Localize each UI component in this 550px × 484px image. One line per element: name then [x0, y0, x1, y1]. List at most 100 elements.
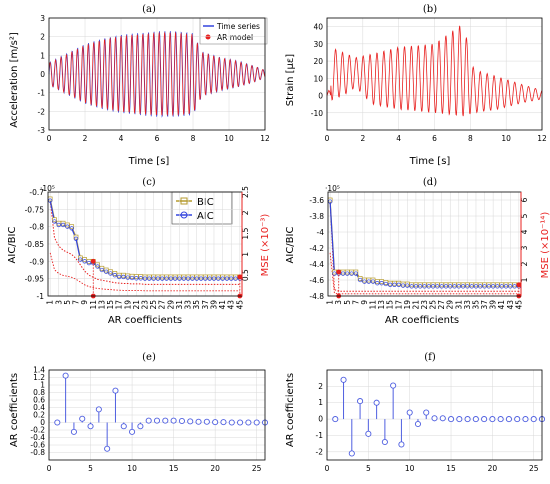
- aic-marker-d: [478, 284, 483, 289]
- stem-point-f: [497, 416, 504, 423]
- xtick-e: 15: [169, 464, 179, 473]
- aic-marker-c: [69, 226, 74, 231]
- xtick-b: 0: [325, 134, 330, 143]
- aic-marker-d: [443, 284, 449, 289]
- aic-marker-d: [332, 271, 337, 276]
- xtick-d: 9: [360, 300, 369, 305]
- aic-marker-d: [400, 283, 406, 288]
- aic-marker-c: [65, 224, 70, 229]
- aic-marker-c: [112, 273, 117, 278]
- xtick-d: 35: [471, 300, 480, 310]
- aic-marker-c: [220, 276, 225, 281]
- xtick-e: 10: [127, 464, 137, 473]
- xtick-c: 23: [141, 300, 150, 310]
- stem-point-f: [439, 415, 446, 422]
- ytick-f: -2: [316, 447, 324, 456]
- aic-marker-d: [503, 284, 509, 289]
- stem-point-f: [406, 409, 413, 416]
- aic-marker-d: [362, 279, 367, 284]
- aic-marker-c: [190, 276, 195, 281]
- aic-marker-c: [203, 276, 208, 281]
- xtick-f: 25: [529, 464, 539, 473]
- ytick2-c: 1: [241, 252, 250, 257]
- ytick-b: 10: [313, 74, 323, 83]
- aic-marker-c: [138, 276, 143, 281]
- stem-point-e: [203, 418, 210, 425]
- ytick2-d: 6: [520, 197, 529, 202]
- aic-marker-d: [456, 284, 461, 289]
- ytick2-c: 0.5: [241, 269, 250, 281]
- stem-point-f: [348, 450, 355, 457]
- xtick-d: 21: [411, 300, 420, 310]
- aic-marker-d: [448, 284, 453, 289]
- xtick-c: 11: [89, 300, 98, 310]
- frame-a: [48, 17, 266, 131]
- ytick-d: -4.8: [309, 292, 324, 301]
- aic-marker-d: [439, 284, 444, 289]
- stem-point-e: [195, 418, 202, 425]
- stem-point-e: [54, 419, 61, 426]
- legend-c-circle-icon: [180, 211, 188, 219]
- stem-point-e: [187, 418, 194, 425]
- legend-c: BIC AIC: [171, 191, 233, 225]
- aic-marker-d: [358, 277, 363, 283]
- stem-point-e: [70, 428, 77, 435]
- xtick-d: 27: [437, 300, 446, 310]
- xtick-f: 15: [446, 464, 456, 473]
- xtick-c: 35: [192, 300, 201, 310]
- stem-point-f: [431, 415, 438, 422]
- aic-marker-c: [116, 274, 122, 280]
- ytick2-d: 3: [520, 245, 529, 250]
- xtick-c: 15: [106, 300, 115, 310]
- xtick-d: 45: [514, 300, 523, 310]
- ytick-e: -0.2: [30, 426, 45, 435]
- xtick-c: 37: [201, 300, 210, 310]
- stem-point-e: [237, 419, 244, 426]
- panel-title-e: (e): [142, 352, 156, 363]
- xtick-d: 25: [429, 300, 438, 310]
- aic-marker-c: [121, 274, 126, 280]
- ytick-d: -4.2: [309, 244, 324, 253]
- aic-marker-d: [396, 282, 401, 287]
- aic-marker-c: [160, 276, 165, 281]
- xtick-d: 1: [326, 300, 335, 305]
- xtick-c: 7: [72, 300, 81, 305]
- xtick-c: 27: [158, 300, 167, 310]
- aic-marker-c: [52, 219, 57, 224]
- xtick-c: 21: [132, 300, 141, 310]
- ytick-c: -0.85: [25, 240, 45, 249]
- aic-marker-c: [164, 276, 169, 281]
- stem-point-f: [414, 420, 422, 428]
- legend-a-entry-1: AR model: [217, 33, 253, 42]
- ytick-a: -2: [38, 107, 46, 116]
- xtick-c: 1: [46, 300, 55, 305]
- aic-marker-c: [194, 276, 199, 281]
- stem-point-f: [373, 399, 380, 406]
- xtick-b: 6: [432, 134, 437, 143]
- aic-marker-d: [435, 284, 440, 289]
- aic-marker-d: [482, 284, 487, 289]
- aic-marker-d: [460, 284, 466, 289]
- frame-f: [326, 369, 543, 461]
- ytick-b: -10: [311, 109, 323, 118]
- panel-title-b: (b): [423, 4, 437, 15]
- xtick-e: 0: [47, 464, 52, 473]
- stem-point-e: [112, 387, 119, 394]
- xtick-c: 43: [227, 300, 236, 310]
- stem-point-f: [332, 416, 339, 423]
- xlabel-c: AR coefficients: [108, 315, 182, 326]
- stem-point-e: [212, 419, 219, 426]
- aic-marker-c: [207, 276, 212, 281]
- ytick-d: -3.6: [309, 196, 324, 205]
- xtick-d: 43: [506, 300, 515, 310]
- stem-point-e: [62, 372, 69, 379]
- ytick-f: -1: [316, 431, 324, 440]
- xtick-e: 5: [88, 464, 93, 473]
- aic-marker-c: [198, 276, 204, 281]
- xtick-b: 10: [501, 134, 511, 143]
- xtick-d: 37: [480, 300, 489, 310]
- stem-point-e: [104, 445, 111, 452]
- aic-marker-c: [181, 276, 186, 281]
- ytick-c: -0.7: [29, 188, 44, 197]
